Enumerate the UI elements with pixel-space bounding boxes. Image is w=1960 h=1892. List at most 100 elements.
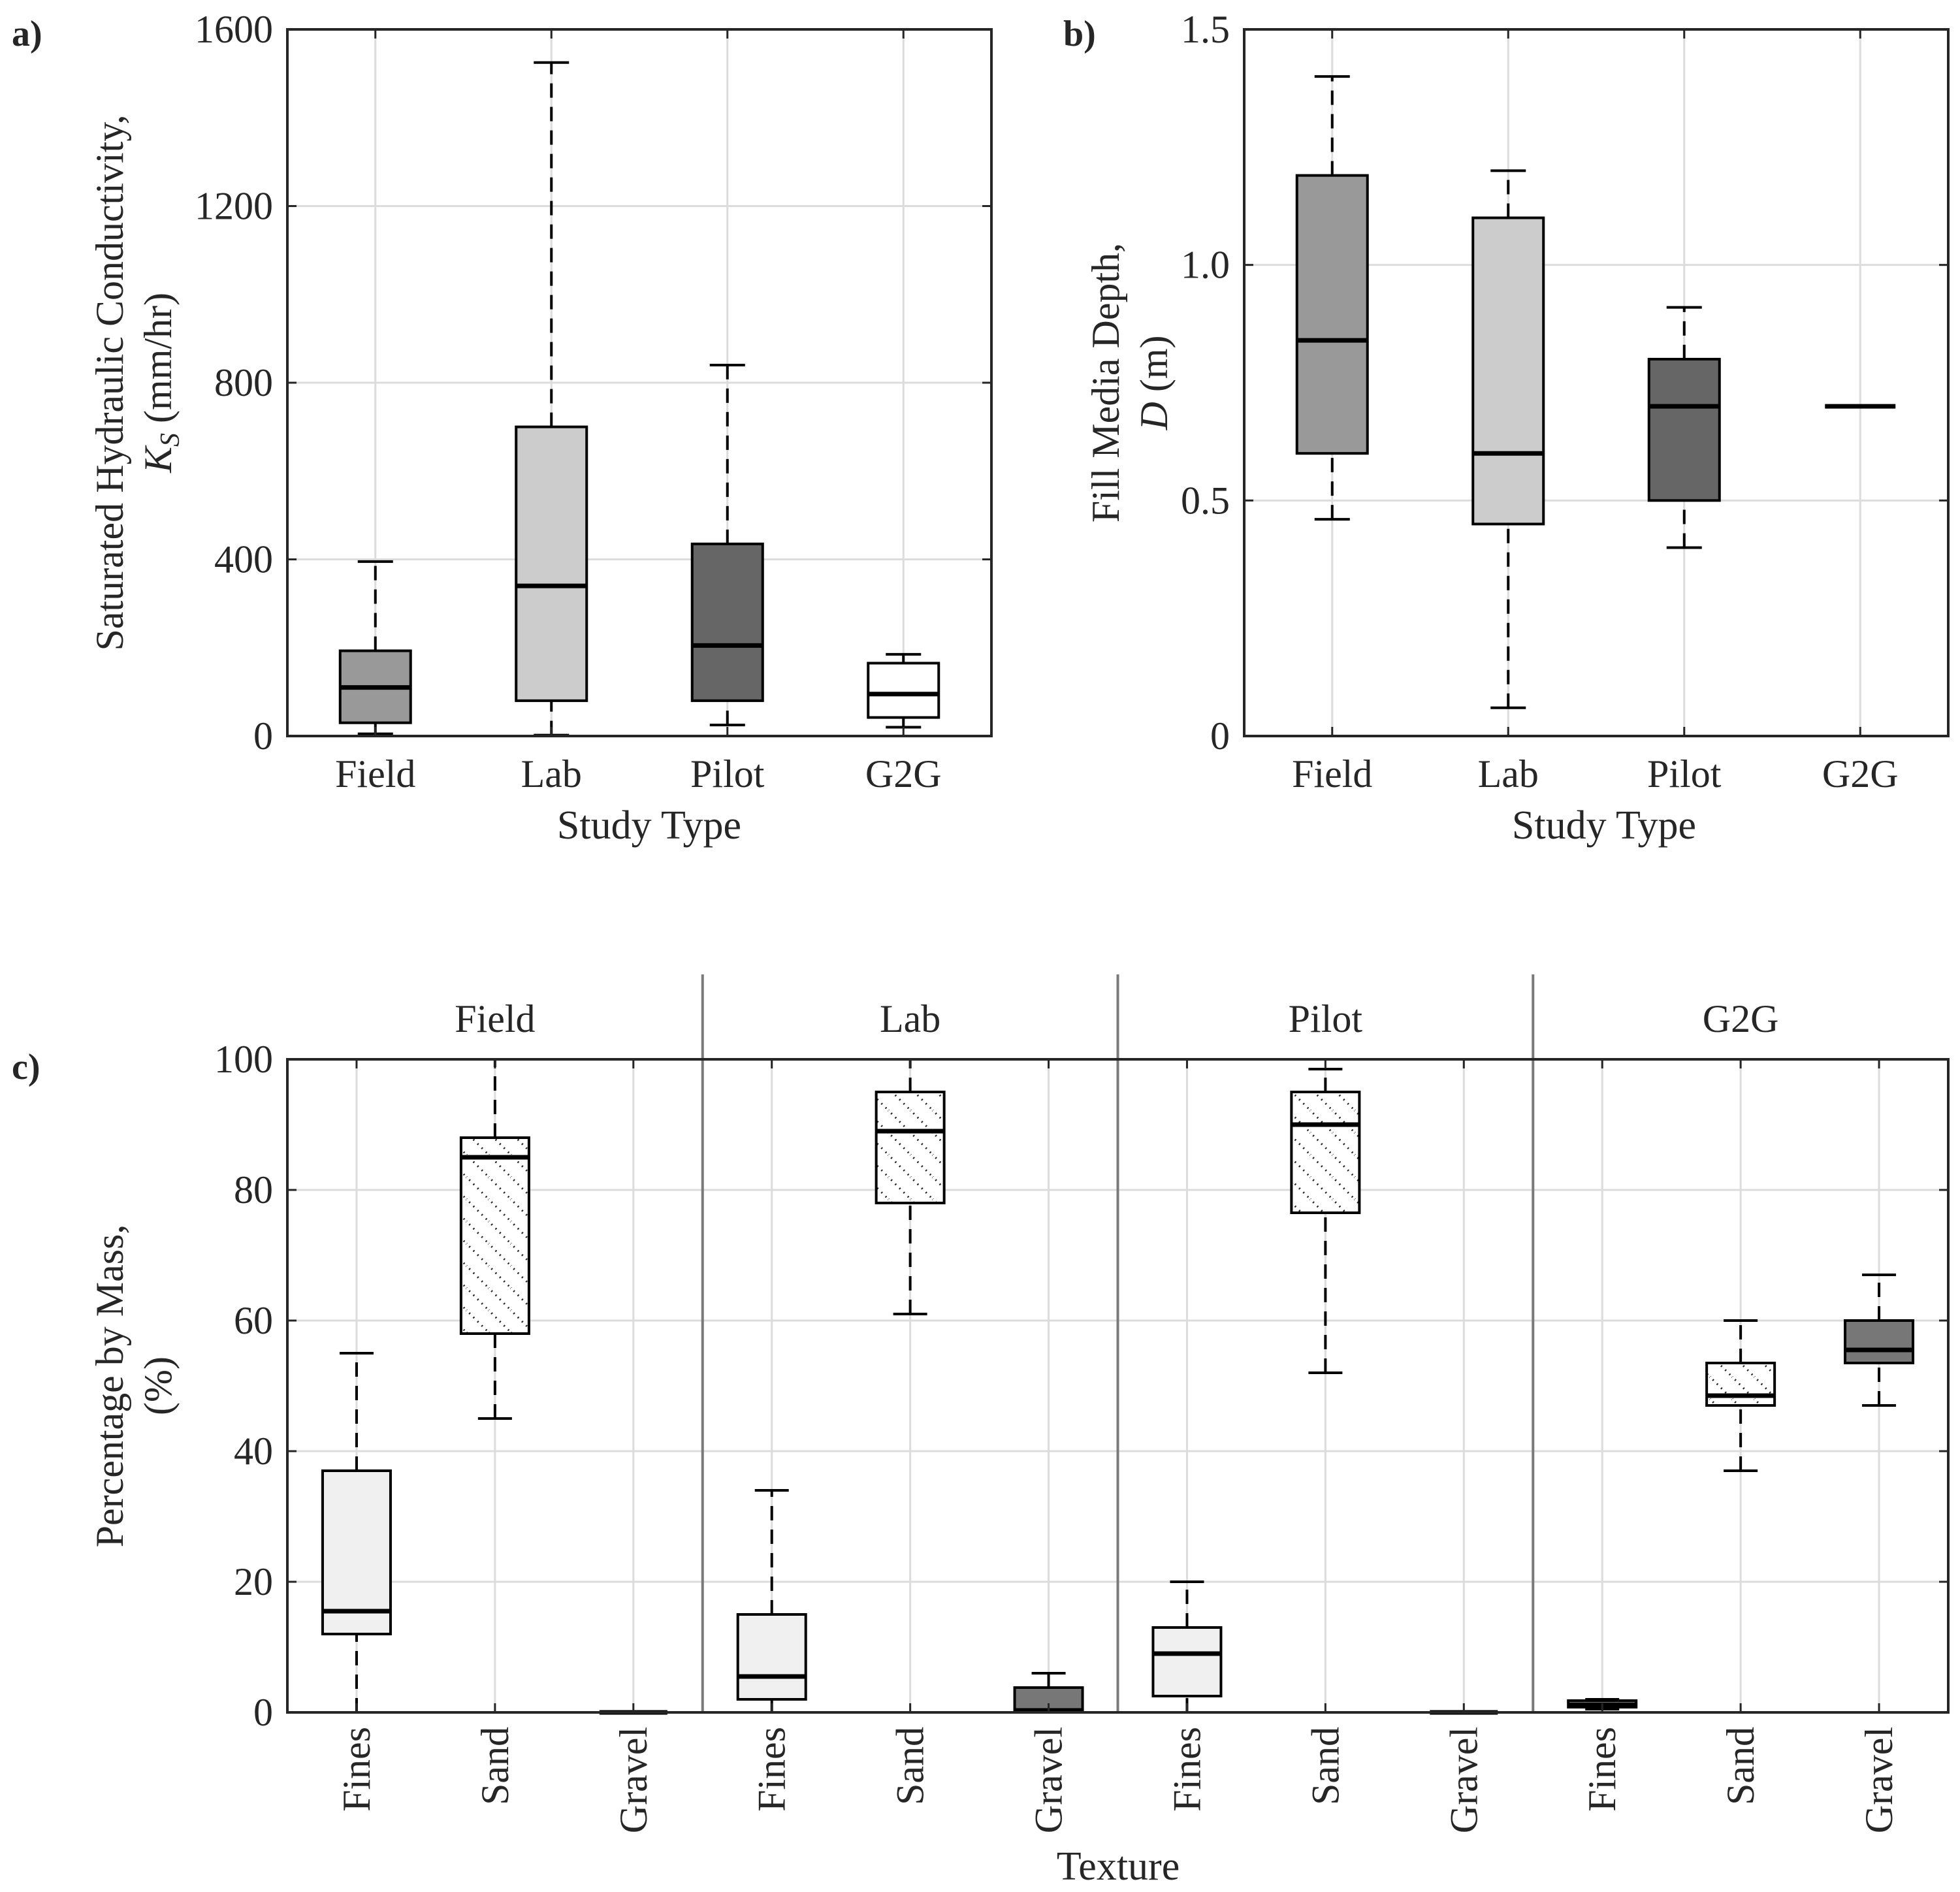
panel-c-yticks: 0 20 40 60 80 100 <box>214 1038 1948 1734</box>
panel-a-ylabel-line1: Saturated Hydraulic Conductivity, <box>88 115 131 651</box>
c-xtick-label: Sand <box>1304 1727 1347 1805</box>
c-box-field-sand <box>459 1058 530 1420</box>
box-3-iqr-box <box>736 1613 807 1701</box>
panel-b-ylabel-line1: Fill Media Depth, <box>1084 243 1127 522</box>
panel-b: b) 0 0.5 1.0 1.5 Field Lab Pilot G2G Study Typ… <box>1063 8 1950 848</box>
b-xtick-label: Lab <box>1478 752 1539 795</box>
a-ytick-label: 1200 <box>195 185 273 228</box>
c-xtick-label: Fines <box>1165 1727 1208 1812</box>
a-xtick-label: Pilot <box>690 752 765 795</box>
panel-c-ylabel-line2: (%) <box>137 1356 180 1415</box>
box-3-iqr-box <box>867 662 940 719</box>
b-ytick-label: 1.5 <box>1181 8 1230 51</box>
c-xtick-label: Fines <box>1581 1727 1624 1812</box>
a-ytick-label: 0 <box>253 714 273 758</box>
box-2-iqr-box <box>690 542 764 702</box>
box-10-iqr-box <box>1705 1362 1776 1407</box>
box-11-iqr-box <box>1844 1319 1915 1364</box>
a-ytick-label: 1600 <box>195 8 273 51</box>
panel-a-boxes <box>338 61 940 737</box>
a-box-field <box>338 560 412 735</box>
a-box-g2g <box>867 652 940 729</box>
a-box-lab <box>515 61 588 737</box>
panel-c-xticks: Fines Sand Gravel Fines Sand Gravel Fines Sand G… <box>335 1059 1901 1833</box>
c-group-label: Field <box>455 997 535 1040</box>
b-ytick-label: 0 <box>1210 714 1230 758</box>
panel-a-ylabel-line2: KS (mm/hr) <box>137 293 185 473</box>
c-group-label: G2G <box>1703 997 1779 1040</box>
c-ytick-label: 20 <box>234 1560 273 1603</box>
b-box-lab <box>1471 169 1545 709</box>
c-xtick-label: Gravel <box>1027 1727 1070 1833</box>
c-ytick-label: 0 <box>253 1691 273 1734</box>
panel-c-ylabel: Percentage by Mass, (%) <box>88 1225 180 1548</box>
panel-c-boxes <box>321 1058 1915 1715</box>
box-6-iqr-box <box>1151 1626 1223 1697</box>
panel-a: a) 0 400 800 1200 1600 Field Lab Pilot G2G Stud… <box>12 8 993 848</box>
panel-a-ylabel: Saturated Hydraulic Conductivity, KS (mm… <box>88 115 185 651</box>
c-box-field-fines <box>321 1352 392 1714</box>
c-group-label: Pilot <box>1289 997 1363 1040</box>
b-ytick-label: 1.0 <box>1181 244 1230 287</box>
a-xtick-label: Lab <box>521 752 582 795</box>
box-1-iqr-box <box>515 425 588 702</box>
c-ytick-label: 80 <box>234 1168 273 1211</box>
c-xtick-label: Sand <box>1719 1727 1762 1805</box>
c-xtick-label: Sand <box>889 1727 932 1805</box>
c-box-pilot-fines <box>1151 1580 1223 1714</box>
box-0-iqr-box <box>321 1469 392 1635</box>
c-box-lab-sand <box>875 1058 946 1315</box>
box-2-iqr-box <box>1647 357 1721 502</box>
panel-b-xlabel: Study Type <box>1512 803 1696 848</box>
box-4-iqr-box <box>875 1091 946 1204</box>
panel-c-label: c) <box>12 1047 40 1087</box>
panel-a-grid <box>287 28 991 737</box>
a-ytick-label: 800 <box>214 361 273 404</box>
box-1-iqr-box <box>459 1136 530 1335</box>
a-xtick-label: G2G <box>865 752 942 795</box>
c-ytick-label: 100 <box>214 1038 273 1081</box>
panel-b-xticks: Field Lab Pilot G2G <box>1292 29 1899 795</box>
panel-c-group-labels: Field Lab Pilot G2G <box>455 997 1778 1040</box>
box-1-iqr-box <box>1471 216 1545 526</box>
c-group-label: Lab <box>880 997 940 1040</box>
panel-b-ylabel-line2: D (m) <box>1133 336 1176 431</box>
c-ytick-label: 40 <box>234 1430 273 1473</box>
b-ytick-label: 0.5 <box>1181 479 1230 522</box>
panel-a-label: a) <box>12 14 42 54</box>
a-xtick-label: Field <box>335 752 415 795</box>
panel-b-boxes <box>1295 75 1896 709</box>
panel-c-group-dividers <box>701 974 1535 1712</box>
c-xtick-label: Sand <box>474 1727 517 1805</box>
c-xtick-label: Fines <box>750 1727 794 1812</box>
b-box-pilot <box>1647 306 1721 549</box>
panel-b-axes-frame <box>1243 28 1950 737</box>
panel-c-axes-frame <box>286 1058 1950 1714</box>
panel-c: c) Field Lab Pilot G2G 0 20 40 60 80 100 Fines Sa… <box>12 974 1950 1889</box>
c-box-pilot-sand <box>1290 1068 1361 1374</box>
panel-b-label: b) <box>1063 14 1096 54</box>
panel-c-xlabel: Texture <box>1057 1844 1180 1889</box>
box-0-iqr-box <box>1295 174 1369 455</box>
panel-c-ylabel-line1: Percentage by Mass, <box>88 1225 131 1548</box>
c-box-g2g-sand <box>1705 1319 1776 1472</box>
box-7-iqr-box <box>1290 1091 1361 1214</box>
panel-a-yticks: 0 400 800 1200 1600 <box>195 8 991 758</box>
panel-b-ylabel: Fill Media Depth, D (m) <box>1084 243 1176 522</box>
a-ytick-label: 400 <box>214 538 273 581</box>
b-box-field <box>1295 75 1369 521</box>
c-box-lab-fines <box>736 1489 807 1714</box>
b-xtick-label: Field <box>1292 752 1372 795</box>
panel-a-xlabel: Study Type <box>557 803 741 848</box>
c-ytick-label: 60 <box>234 1299 273 1342</box>
panel-b-yticks: 0 0.5 1.0 1.5 <box>1181 8 1948 758</box>
a-box-pilot <box>690 363 764 727</box>
c-xtick-label: Gravel <box>612 1727 655 1833</box>
c-xtick-label: Gravel <box>1857 1727 1901 1833</box>
c-xtick-label: Gravel <box>1442 1727 1485 1833</box>
c-box-g2g-gravel <box>1844 1274 1915 1407</box>
b-xtick-label: Pilot <box>1647 752 1722 795</box>
c-xtick-label: Fines <box>335 1727 378 1812</box>
panel-a-xticks: Field Lab Pilot G2G <box>335 29 942 795</box>
